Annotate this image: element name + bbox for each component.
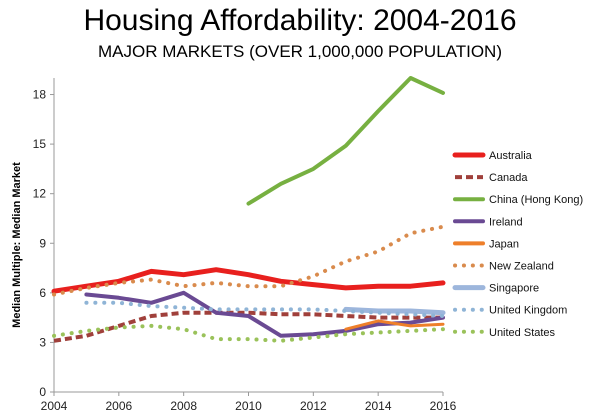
legend-label-australia: Australia: [489, 150, 533, 162]
legend: Australia Canada China (Hong Kong) Ireland J…: [452, 150, 583, 339]
series-line-united-kingdom: [84, 300, 445, 318]
chart-title: Housing Affordability: 2004-2016: [83, 4, 517, 37]
series-line-united-states: [52, 323, 445, 343]
legend-label-new-zealand: New Zealand: [489, 261, 554, 273]
y-tick-label: 6: [39, 286, 46, 300]
x-tick-label: 2016: [430, 399, 457, 413]
series-line-ireland: [84, 290, 445, 338]
axes-layer: 0 3 6 9 12 15 18 2004 2006 2008 2010 2012 2014 2016: [33, 78, 457, 413]
series-layer: [51, 76, 446, 343]
series-line-japan: [344, 319, 445, 331]
x-tick-label: 2004: [41, 399, 68, 413]
x-tick-label: 2010: [235, 399, 262, 413]
series-line-china-hong-kong: [246, 76, 445, 206]
chart-subtitle: MAJOR MARKETS (OVER 1,000,000 POPULATION…: [97, 42, 502, 61]
legend-label-canada: Canada: [489, 172, 528, 184]
y-axis-label: Median Multiple: Median Market: [11, 162, 23, 328]
y-tick-label: 15: [33, 137, 47, 151]
y-tick-label: 18: [33, 88, 47, 102]
x-tick-label: 2008: [170, 399, 197, 413]
legend-label-japan: Japan: [489, 238, 519, 250]
legend-label-united-states: United States: [489, 327, 556, 339]
x-tick-label: 2012: [300, 399, 327, 413]
x-tick-label: 2006: [105, 399, 132, 413]
series-line-new-zealand: [52, 224, 445, 297]
series-line-canada: [53, 310, 443, 343]
legend-label-united-kingdom: United Kingdom: [489, 305, 567, 317]
legend-label-china-hong-kong: China (Hong Kong): [489, 194, 583, 206]
y-tick-label: 0: [39, 385, 46, 399]
y-tick-label: 9: [39, 236, 46, 250]
x-tick-label: 2014: [365, 399, 392, 413]
y-tick-label: 12: [33, 187, 47, 201]
y-tick-label: 3: [39, 335, 46, 349]
legend-label-singapore: Singapore: [489, 283, 539, 295]
legend-label-ireland: Ireland: [489, 216, 523, 228]
series-line-australia: [51, 267, 446, 294]
